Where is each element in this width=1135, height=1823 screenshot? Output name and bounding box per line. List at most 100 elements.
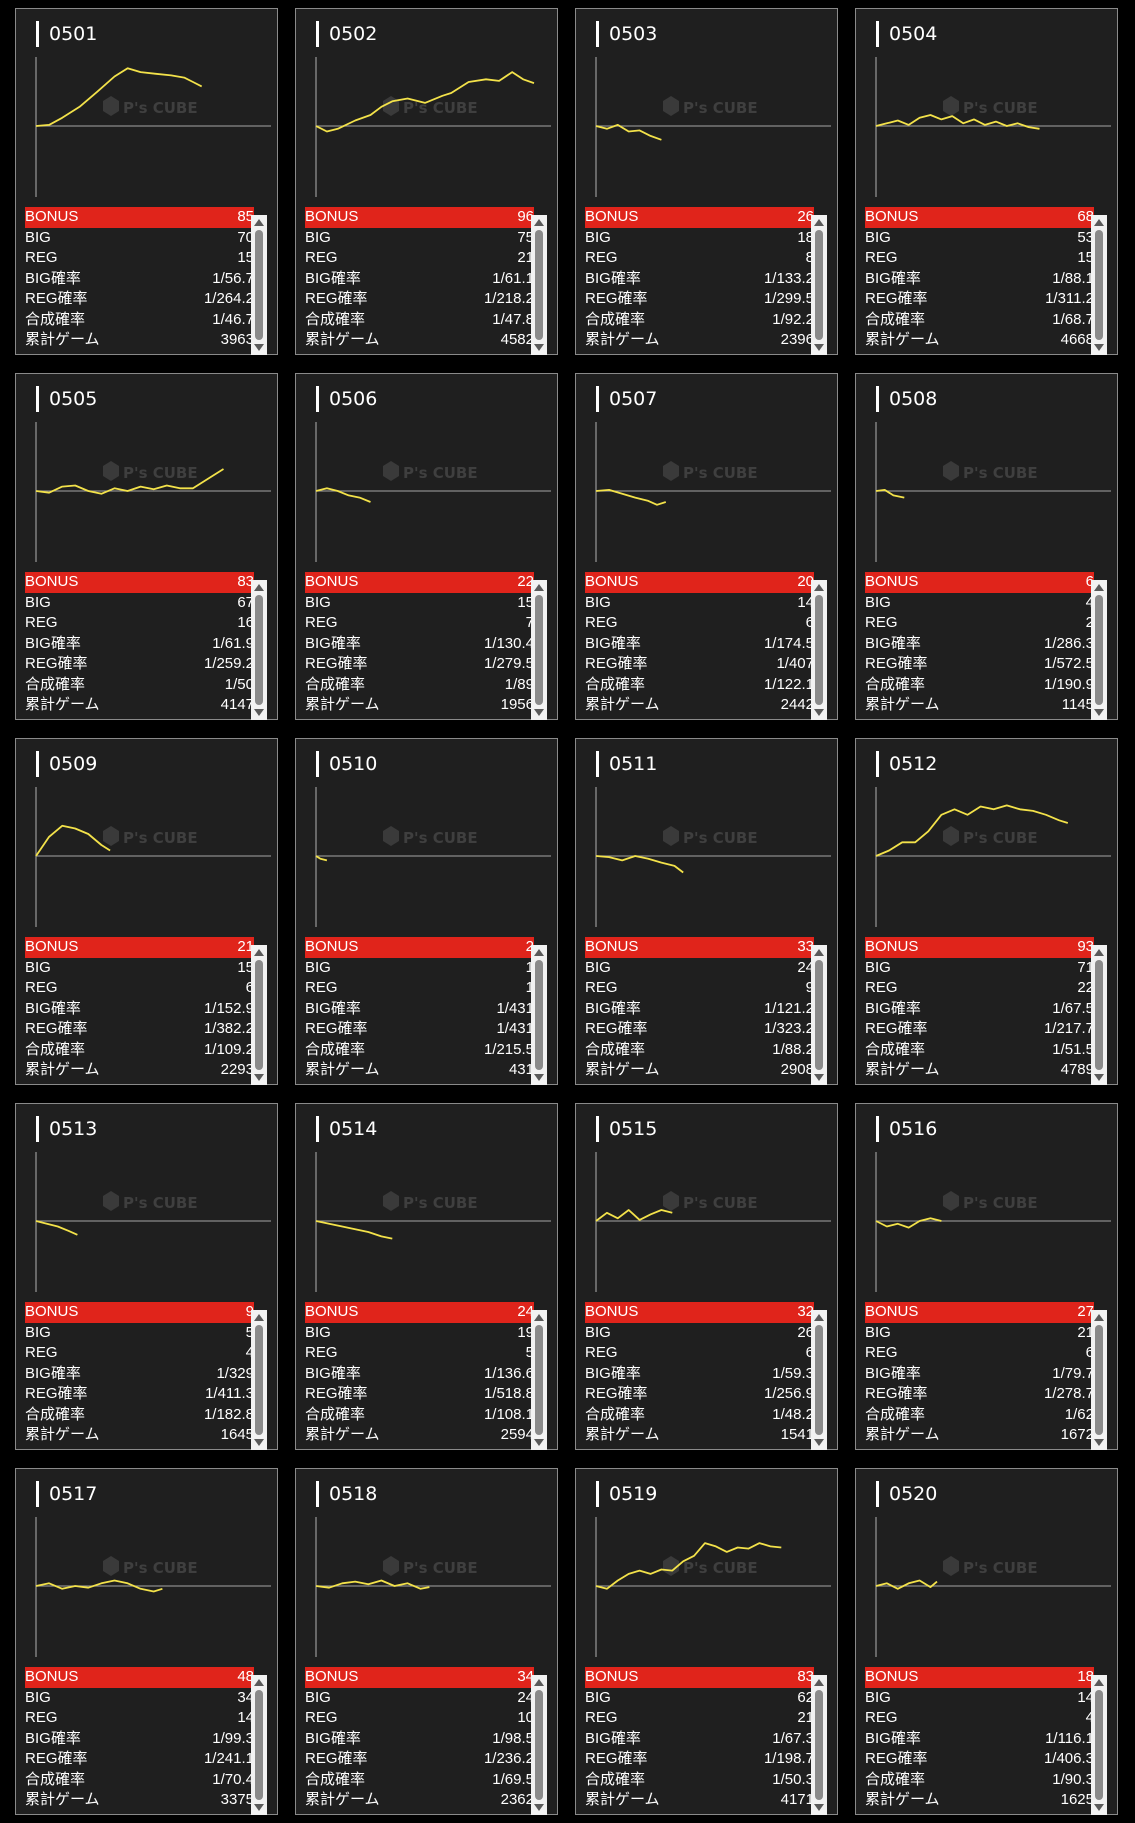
scroll-down-arrow-icon[interactable] [254,709,264,716]
machine-card-0515[interactable]: P's CUBE 0515 BONUS 32 BIG 26 REG 6 BIG確率 1/59.3 R… [575,1103,838,1450]
scroll-up-arrow-icon[interactable] [254,1679,264,1686]
scroll-thumb[interactable] [535,595,543,705]
machine-card-0518[interactable]: P's CUBE 0518 BONUS 34 BIG 24 REG 10 BIG確率 1/98.5… [295,1468,558,1815]
stats-scrollbar[interactable] [811,1675,827,1815]
scroll-down-arrow-icon[interactable] [814,1439,824,1446]
machine-card-0520[interactable]: P's CUBE 0520 BONUS 18 BIG 14 REG 4 BIG確率 1/116.1… [855,1468,1118,1815]
scroll-down-arrow-icon[interactable] [534,1804,544,1811]
scroll-up-arrow-icon[interactable] [254,1314,264,1321]
scroll-thumb[interactable] [1095,1690,1103,1800]
scroll-down-arrow-icon[interactable] [1094,344,1104,351]
stats-scrollbar[interactable] [1091,1310,1107,1450]
machine-card-0502[interactable]: P's CUBE 0502 BONUS 96 BIG 75 REG 21 BIG確率 1/61.1… [295,8,558,355]
scroll-down-arrow-icon[interactable] [534,1074,544,1081]
scroll-up-arrow-icon[interactable] [814,219,824,226]
stats-scrollbar[interactable] [251,1310,267,1450]
scroll-thumb[interactable] [815,960,823,1070]
machine-card-0507[interactable]: P's CUBE 0507 BONUS 20 BIG 14 REG 6 BIG確率 1/174.5… [575,373,838,720]
scroll-thumb[interactable] [815,1690,823,1800]
scroll-thumb[interactable] [255,1325,263,1435]
scroll-up-arrow-icon[interactable] [814,1314,824,1321]
scroll-down-arrow-icon[interactable] [1094,1439,1104,1446]
scroll-up-arrow-icon[interactable] [534,584,544,591]
stats-scrollbar[interactable] [1091,1675,1107,1815]
scroll-up-arrow-icon[interactable] [1094,949,1104,956]
machine-card-0513[interactable]: P's CUBE 0513 BONUS 9 BIG 5 REG 4 BIG確率 1/329 REG確… [15,1103,278,1450]
scroll-down-arrow-icon[interactable] [254,1804,264,1811]
machine-card-0504[interactable]: P's CUBE 0504 BONUS 68 BIG 53 REG 15 BIG確率 1/88.1… [855,8,1118,355]
scroll-up-arrow-icon[interactable] [1094,584,1104,591]
stats-scrollbar[interactable] [531,1310,547,1450]
scroll-up-arrow-icon[interactable] [534,219,544,226]
scroll-thumb[interactable] [255,1690,263,1800]
stats-scrollbar[interactable] [531,215,547,355]
machine-card-0505[interactable]: P's CUBE 0505 BONUS 83 BIG 67 REG 16 BIG確率 1/61.9… [15,373,278,720]
scroll-thumb[interactable] [1095,1325,1103,1435]
machine-card-0516[interactable]: P's CUBE 0516 BONUS 27 BIG 21 REG 6 BIG確率 1/79.7 R… [855,1103,1118,1450]
scroll-down-arrow-icon[interactable] [814,1804,824,1811]
scroll-up-arrow-icon[interactable] [814,949,824,956]
scroll-thumb[interactable] [255,960,263,1070]
scroll-up-arrow-icon[interactable] [814,584,824,591]
scroll-up-arrow-icon[interactable] [534,1314,544,1321]
scroll-thumb[interactable] [535,1325,543,1435]
scroll-thumb[interactable] [1095,960,1103,1070]
machine-card-0508[interactable]: P's CUBE 0508 BONUS 6 BIG 4 REG 2 BIG確率 1/286.3 RE… [855,373,1118,720]
scroll-up-arrow-icon[interactable] [534,1679,544,1686]
scroll-up-arrow-icon[interactable] [1094,219,1104,226]
scroll-up-arrow-icon[interactable] [1094,1314,1104,1321]
scroll-thumb[interactable] [535,230,543,340]
scroll-down-arrow-icon[interactable] [1094,1074,1104,1081]
scroll-down-arrow-icon[interactable] [534,709,544,716]
stats-scrollbar[interactable] [1091,580,1107,720]
scroll-thumb[interactable] [255,595,263,705]
machine-card-0503[interactable]: P's CUBE 0503 BONUS 26 BIG 18 REG 8 BIG確率 1/133.2… [575,8,838,355]
scroll-up-arrow-icon[interactable] [254,584,264,591]
scroll-up-arrow-icon[interactable] [254,219,264,226]
machine-card-0510[interactable]: P's CUBE 0510 BONUS 2 BIG 1 REG 1 BIG確率 1/431 REG確… [295,738,558,1085]
scroll-down-arrow-icon[interactable] [1094,1804,1104,1811]
stats-scrollbar[interactable] [1091,215,1107,355]
stats-scrollbar[interactable] [1091,945,1107,1085]
stats-scrollbar[interactable] [531,945,547,1085]
machine-card-0517[interactable]: P's CUBE 0517 BONUS 48 BIG 34 REG 14 BIG確率 1/99.3… [15,1468,278,1815]
scroll-down-arrow-icon[interactable] [534,344,544,351]
scroll-thumb[interactable] [255,230,263,340]
scroll-up-arrow-icon[interactable] [814,1679,824,1686]
machine-card-0506[interactable]: P's CUBE 0506 BONUS 22 BIG 15 REG 7 BIG確率 1/130.4… [295,373,558,720]
machine-card-0519[interactable]: P's CUBE 0519 BONUS 83 BIG 62 REG 21 BIG確率 1/67.3… [575,1468,838,1815]
scroll-down-arrow-icon[interactable] [534,1439,544,1446]
scroll-up-arrow-icon[interactable] [254,949,264,956]
stats-scrollbar[interactable] [811,215,827,355]
stats-scrollbar[interactable] [251,215,267,355]
scroll-thumb[interactable] [1095,230,1103,340]
scroll-down-arrow-icon[interactable] [1094,709,1104,716]
machine-card-0512[interactable]: P's CUBE 0512 BONUS 93 BIG 71 REG 22 BIG確率 1/67.5… [855,738,1118,1085]
scroll-thumb[interactable] [815,1325,823,1435]
scroll-up-arrow-icon[interactable] [1094,1679,1104,1686]
scroll-thumb[interactable] [1095,595,1103,705]
stats-scrollbar[interactable] [251,945,267,1085]
machine-card-0509[interactable]: P's CUBE 0509 BONUS 21 BIG 15 REG 6 BIG確率 1/152.9… [15,738,278,1085]
scroll-thumb[interactable] [535,1690,543,1800]
scroll-down-arrow-icon[interactable] [814,344,824,351]
scroll-thumb[interactable] [535,960,543,1070]
stats-scrollbar[interactable] [811,580,827,720]
machine-card-0514[interactable]: P's CUBE 0514 BONUS 24 BIG 19 REG 5 BIG確率 1/136.6… [295,1103,558,1450]
stats-scrollbar[interactable] [251,1675,267,1815]
scroll-down-arrow-icon[interactable] [254,1439,264,1446]
stats-scrollbar[interactable] [531,1675,547,1815]
scroll-thumb[interactable] [815,595,823,705]
machine-card-0501[interactable]: P's CUBE 0501 BONUS 85 BIG 70 REG 15 BIG確率 1/56.7… [15,8,278,355]
stats-scrollbar[interactable] [811,1310,827,1450]
scroll-down-arrow-icon[interactable] [254,1074,264,1081]
scroll-up-arrow-icon[interactable] [534,949,544,956]
scroll-down-arrow-icon[interactable] [814,1074,824,1081]
machine-card-0511[interactable]: P's CUBE 0511 BONUS 33 BIG 24 REG 9 BIG確率 1/121.2… [575,738,838,1085]
scroll-thumb[interactable] [815,230,823,340]
scroll-down-arrow-icon[interactable] [814,709,824,716]
scroll-down-arrow-icon[interactable] [254,344,264,351]
stats-scrollbar[interactable] [531,580,547,720]
stats-scrollbar[interactable] [251,580,267,720]
stats-scrollbar[interactable] [811,945,827,1085]
